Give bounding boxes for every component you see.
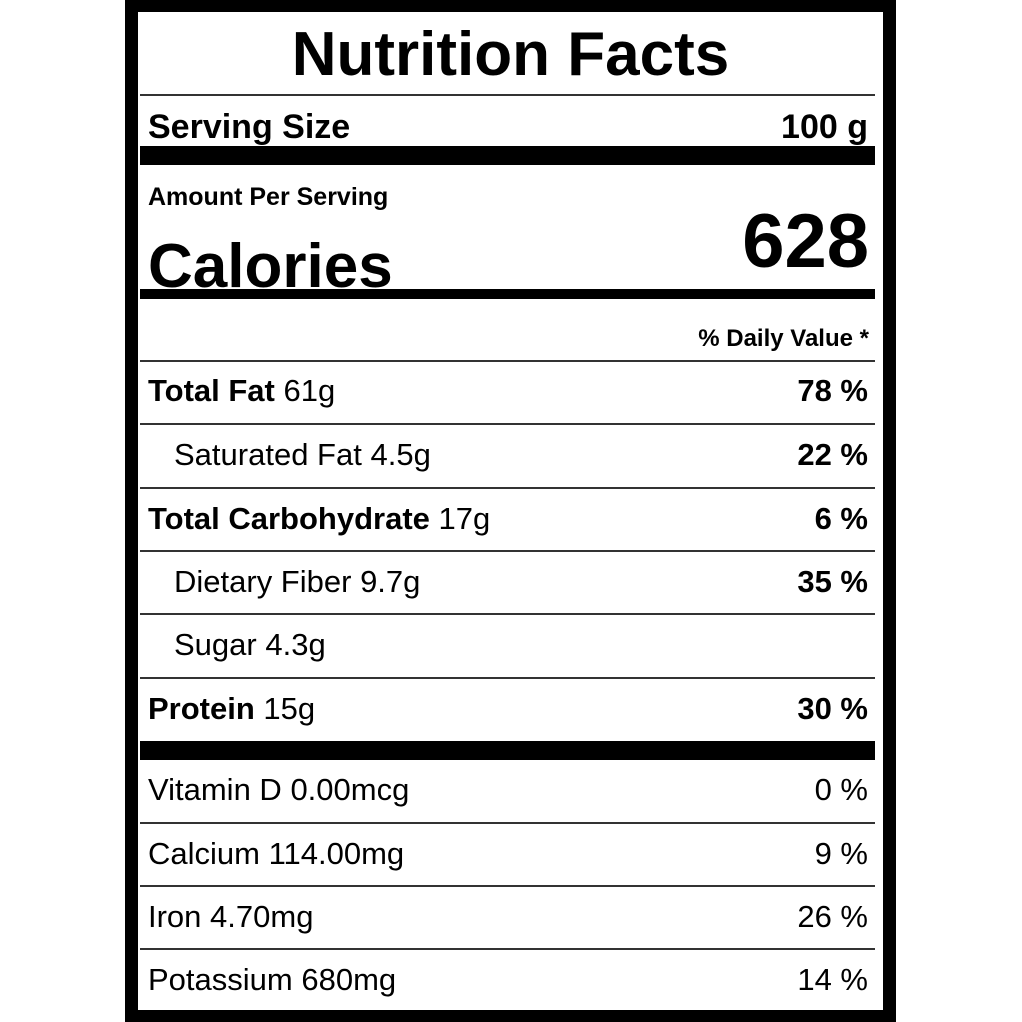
nutrient-dv: 22 % [797,437,868,472]
vitamin-amount: 0.00mcg [290,772,410,807]
vitamin-name: Potassium [148,962,293,997]
divider [140,487,875,489]
divider [140,822,875,824]
nutrient-name: Dietary Fiber [174,564,352,599]
divider [140,423,875,425]
nutrient-name: Protein [148,691,255,726]
nutrient-row-total-fat: Total Fat 61g 78 % [148,371,868,411]
nutrient-row-protein: Protein 15g 30 % [148,689,868,729]
divider [140,677,875,679]
nutrient-row-dietary-fiber: Dietary Fiber 9.7g 35 % [148,562,868,602]
vitamin-amount: 4.70mg [210,899,314,934]
vitamin-row-iron: Iron 4.70mg 26 % [148,897,868,937]
serving-size-row: Serving Size 100 g [148,107,868,147]
nutrient-amount: 9.7g [360,564,421,599]
medium-divider [140,289,875,299]
vitamin-name: Iron [148,899,202,934]
nutrition-label: Nutrition Facts Serving Size 100 g Amoun… [138,12,883,1010]
vitamin-row-potassium: Potassium 680mg 14 % [148,960,868,1000]
divider [140,885,875,887]
vitamin-amount: 114.00mg [268,836,405,871]
vitamin-dv: 26 % [797,899,868,934]
amount-per-serving: Amount Per Serving [148,183,389,211]
nutrient-name: Saturated Fat [174,437,362,472]
nutrient-amount: 4.5g [370,437,431,472]
vitamin-amount: 680mg [301,962,397,997]
thick-divider [140,741,875,760]
vitamin-dv: 14 % [797,962,868,997]
vitamin-row-vitamin-d: Vitamin D 0.00mcg 0 % [148,770,868,810]
divider [140,550,875,552]
nutrient-amount: 15g [263,691,316,726]
vitamin-name: Calcium [148,836,260,871]
nutrient-dv: 30 % [797,691,868,726]
divider [140,94,875,96]
nutrient-dv: 78 % [797,373,868,408]
nutrient-dv: 35 % [797,564,868,599]
divider [140,613,875,615]
serving-size-label: Serving Size [148,108,351,146]
divider [140,360,875,362]
thick-divider [140,146,875,165]
nutrient-dv: 6 % [814,501,868,536]
vitamin-row-calcium: Calcium 114.00mg 9 % [148,834,868,874]
serving-size-value: 100 g [781,108,868,146]
nutrient-row-sugar: Sugar 4.3g [148,625,868,665]
nutrient-amount: 17g [438,501,491,536]
daily-value-header: % Daily Value * [698,325,869,352]
nutrient-name: Total Carbohydrate [148,501,430,536]
divider [140,948,875,950]
vitamin-dv: 9 % [814,836,868,871]
nutrient-amount: 61g [283,373,336,408]
nutrient-name: Sugar [174,627,257,662]
calories-value: 628 [742,199,869,284]
vitamin-dv: 0 % [814,772,868,807]
nutrient-name: Total Fat [148,373,275,408]
label-title: Nutrition Facts [291,20,730,89]
nutrient-amount: 4.3g [265,627,326,662]
nutrient-row-total-carbohydrate: Total Carbohydrate 17g 6 % [148,499,868,539]
vitamin-name: Vitamin D [148,772,282,807]
nutrient-row-saturated-fat: Saturated Fat 4.5g 22 % [148,435,868,475]
